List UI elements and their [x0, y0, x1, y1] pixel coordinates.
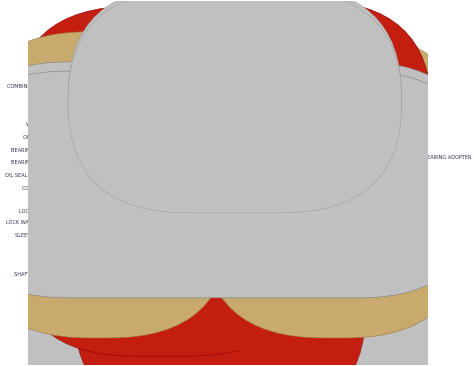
Text: SHORT SLEEVE: SHORT SLEEVE [365, 128, 415, 153]
Text: SHAFT COLLAR: SHAFT COLLAR [369, 141, 425, 166]
FancyBboxPatch shape [202, 119, 233, 247]
Text: NUT (For Stay Tie Blt): NUT (For Stay Tie Blt) [337, 273, 391, 294]
FancyBboxPatch shape [112, 256, 144, 325]
Text: LOCK WASHER: LOCK WASHER [6, 220, 89, 225]
Text: STAY / TIE BOLT: STAY / TIE BOLT [271, 290, 309, 315]
FancyBboxPatch shape [168, 1, 432, 292]
Text: BEARING BRACKET: BEARING BRACKET [11, 148, 105, 159]
Text: PACKING PCS.: PACKING PCS. [355, 115, 404, 140]
FancyBboxPatch shape [146, 119, 177, 247]
FancyBboxPatch shape [234, 122, 261, 245]
FancyBboxPatch shape [0, 165, 452, 366]
FancyBboxPatch shape [0, 182, 452, 366]
FancyBboxPatch shape [232, 119, 263, 247]
FancyBboxPatch shape [76, 125, 117, 239]
Text: SUCTION CASING: SUCTION CASING [222, 294, 265, 319]
Text: WATER DEFLECTOR: WATER DEFLECTOR [26, 122, 128, 143]
Polygon shape [116, 110, 148, 252]
FancyBboxPatch shape [262, 122, 289, 245]
Text: BEARING COVER: BEARING COVER [10, 160, 95, 167]
Text: COUP. KEY: COUP. KEY [22, 186, 92, 191]
FancyBboxPatch shape [180, 249, 260, 320]
Text: SPACER BUSHING (Dsh. Casing): SPACER BUSHING (Dsh. Casing) [333, 89, 422, 111]
FancyBboxPatch shape [74, 154, 366, 366]
Circle shape [77, 183, 83, 188]
FancyBboxPatch shape [312, 123, 356, 239]
Text: SHAFT SLEEVE (D.E.): SHAFT SLEEVE (D.E.) [14, 272, 141, 277]
Circle shape [315, 183, 321, 188]
Text: DELIVERY DIFFUSER: DELIVERY DIFFUSER [239, 38, 289, 76]
Circle shape [279, 76, 320, 115]
FancyBboxPatch shape [0, 32, 229, 338]
Text: LOCK NUT: LOCK NUT [19, 209, 89, 214]
Text: PRESSURE RELEASE TUBE
(For Suc. To Dsh. Casing): PRESSURE RELEASE TUBE (For Suc. To Dsh. … [167, 14, 232, 76]
FancyBboxPatch shape [174, 119, 205, 247]
Circle shape [94, 193, 100, 198]
FancyBboxPatch shape [203, 122, 231, 245]
FancyBboxPatch shape [68, 0, 401, 209]
Text: SPACER BUSHING: SPACER BUSHING [130, 290, 174, 315]
Text: IMPELLER: IMPELLER [88, 95, 176, 113]
Text: OIL SEAL (OUTER): OIL SEAL (OUTER) [5, 173, 95, 179]
Circle shape [105, 172, 111, 178]
FancyBboxPatch shape [114, 108, 302, 254]
FancyBboxPatch shape [0, 71, 474, 298]
Text: INTERMEDIATE STAGE: INTERMEDIATE STAGE [127, 38, 187, 76]
FancyBboxPatch shape [97, 95, 319, 264]
Text: COLLAR RING: COLLAR RING [185, 294, 219, 319]
FancyBboxPatch shape [27, 15, 271, 351]
FancyBboxPatch shape [113, 15, 356, 351]
Text: SHAFT: SHAFT [30, 198, 89, 203]
Circle shape [324, 167, 329, 172]
Circle shape [288, 107, 294, 112]
Circle shape [343, 172, 348, 178]
Text: PACKING PCS.: PACKING PCS. [29, 257, 135, 262]
Text: SHAFT SLEEVE (N.D.E.): SHAFT SLEEVE (N.D.E.) [349, 102, 417, 126]
Circle shape [288, 79, 294, 84]
Polygon shape [116, 234, 300, 252]
Circle shape [332, 193, 337, 198]
FancyBboxPatch shape [260, 119, 291, 247]
Circle shape [306, 107, 311, 112]
Text: OIL SEAL (INNER): OIL SEAL (INNER) [23, 135, 113, 152]
FancyBboxPatch shape [203, 34, 466, 338]
FancyBboxPatch shape [298, 256, 332, 325]
Text: THRUST BEARING ADOPTER: THRUST BEARING ADOPTER [381, 155, 471, 179]
FancyBboxPatch shape [55, 15, 299, 351]
Circle shape [306, 79, 311, 84]
Text: WEARING RING: WEARING RING [60, 106, 169, 126]
Text: DISCHARGE CASING: DISCHARGE CASING [307, 76, 380, 98]
Text: SPACER BUSHING: SPACER BUSHING [40, 290, 161, 295]
FancyBboxPatch shape [275, 95, 325, 195]
FancyBboxPatch shape [0, 62, 474, 289]
FancyBboxPatch shape [175, 122, 203, 245]
Text: GLAND: GLAND [38, 245, 117, 250]
FancyBboxPatch shape [83, 15, 327, 351]
Text: SLEEVE NUT: SLEEVE NUT [16, 234, 105, 238]
Circle shape [315, 93, 320, 98]
FancyBboxPatch shape [147, 122, 175, 245]
Text: COMBINED DIFFUSER & RETURN VANES: COMBINED DIFFUSER & RETURN VANES [7, 84, 181, 108]
Circle shape [280, 93, 285, 98]
FancyBboxPatch shape [141, 15, 384, 351]
Circle shape [286, 83, 313, 108]
FancyBboxPatch shape [68, 0, 401, 213]
Circle shape [86, 167, 92, 172]
FancyBboxPatch shape [14, 6, 310, 356]
